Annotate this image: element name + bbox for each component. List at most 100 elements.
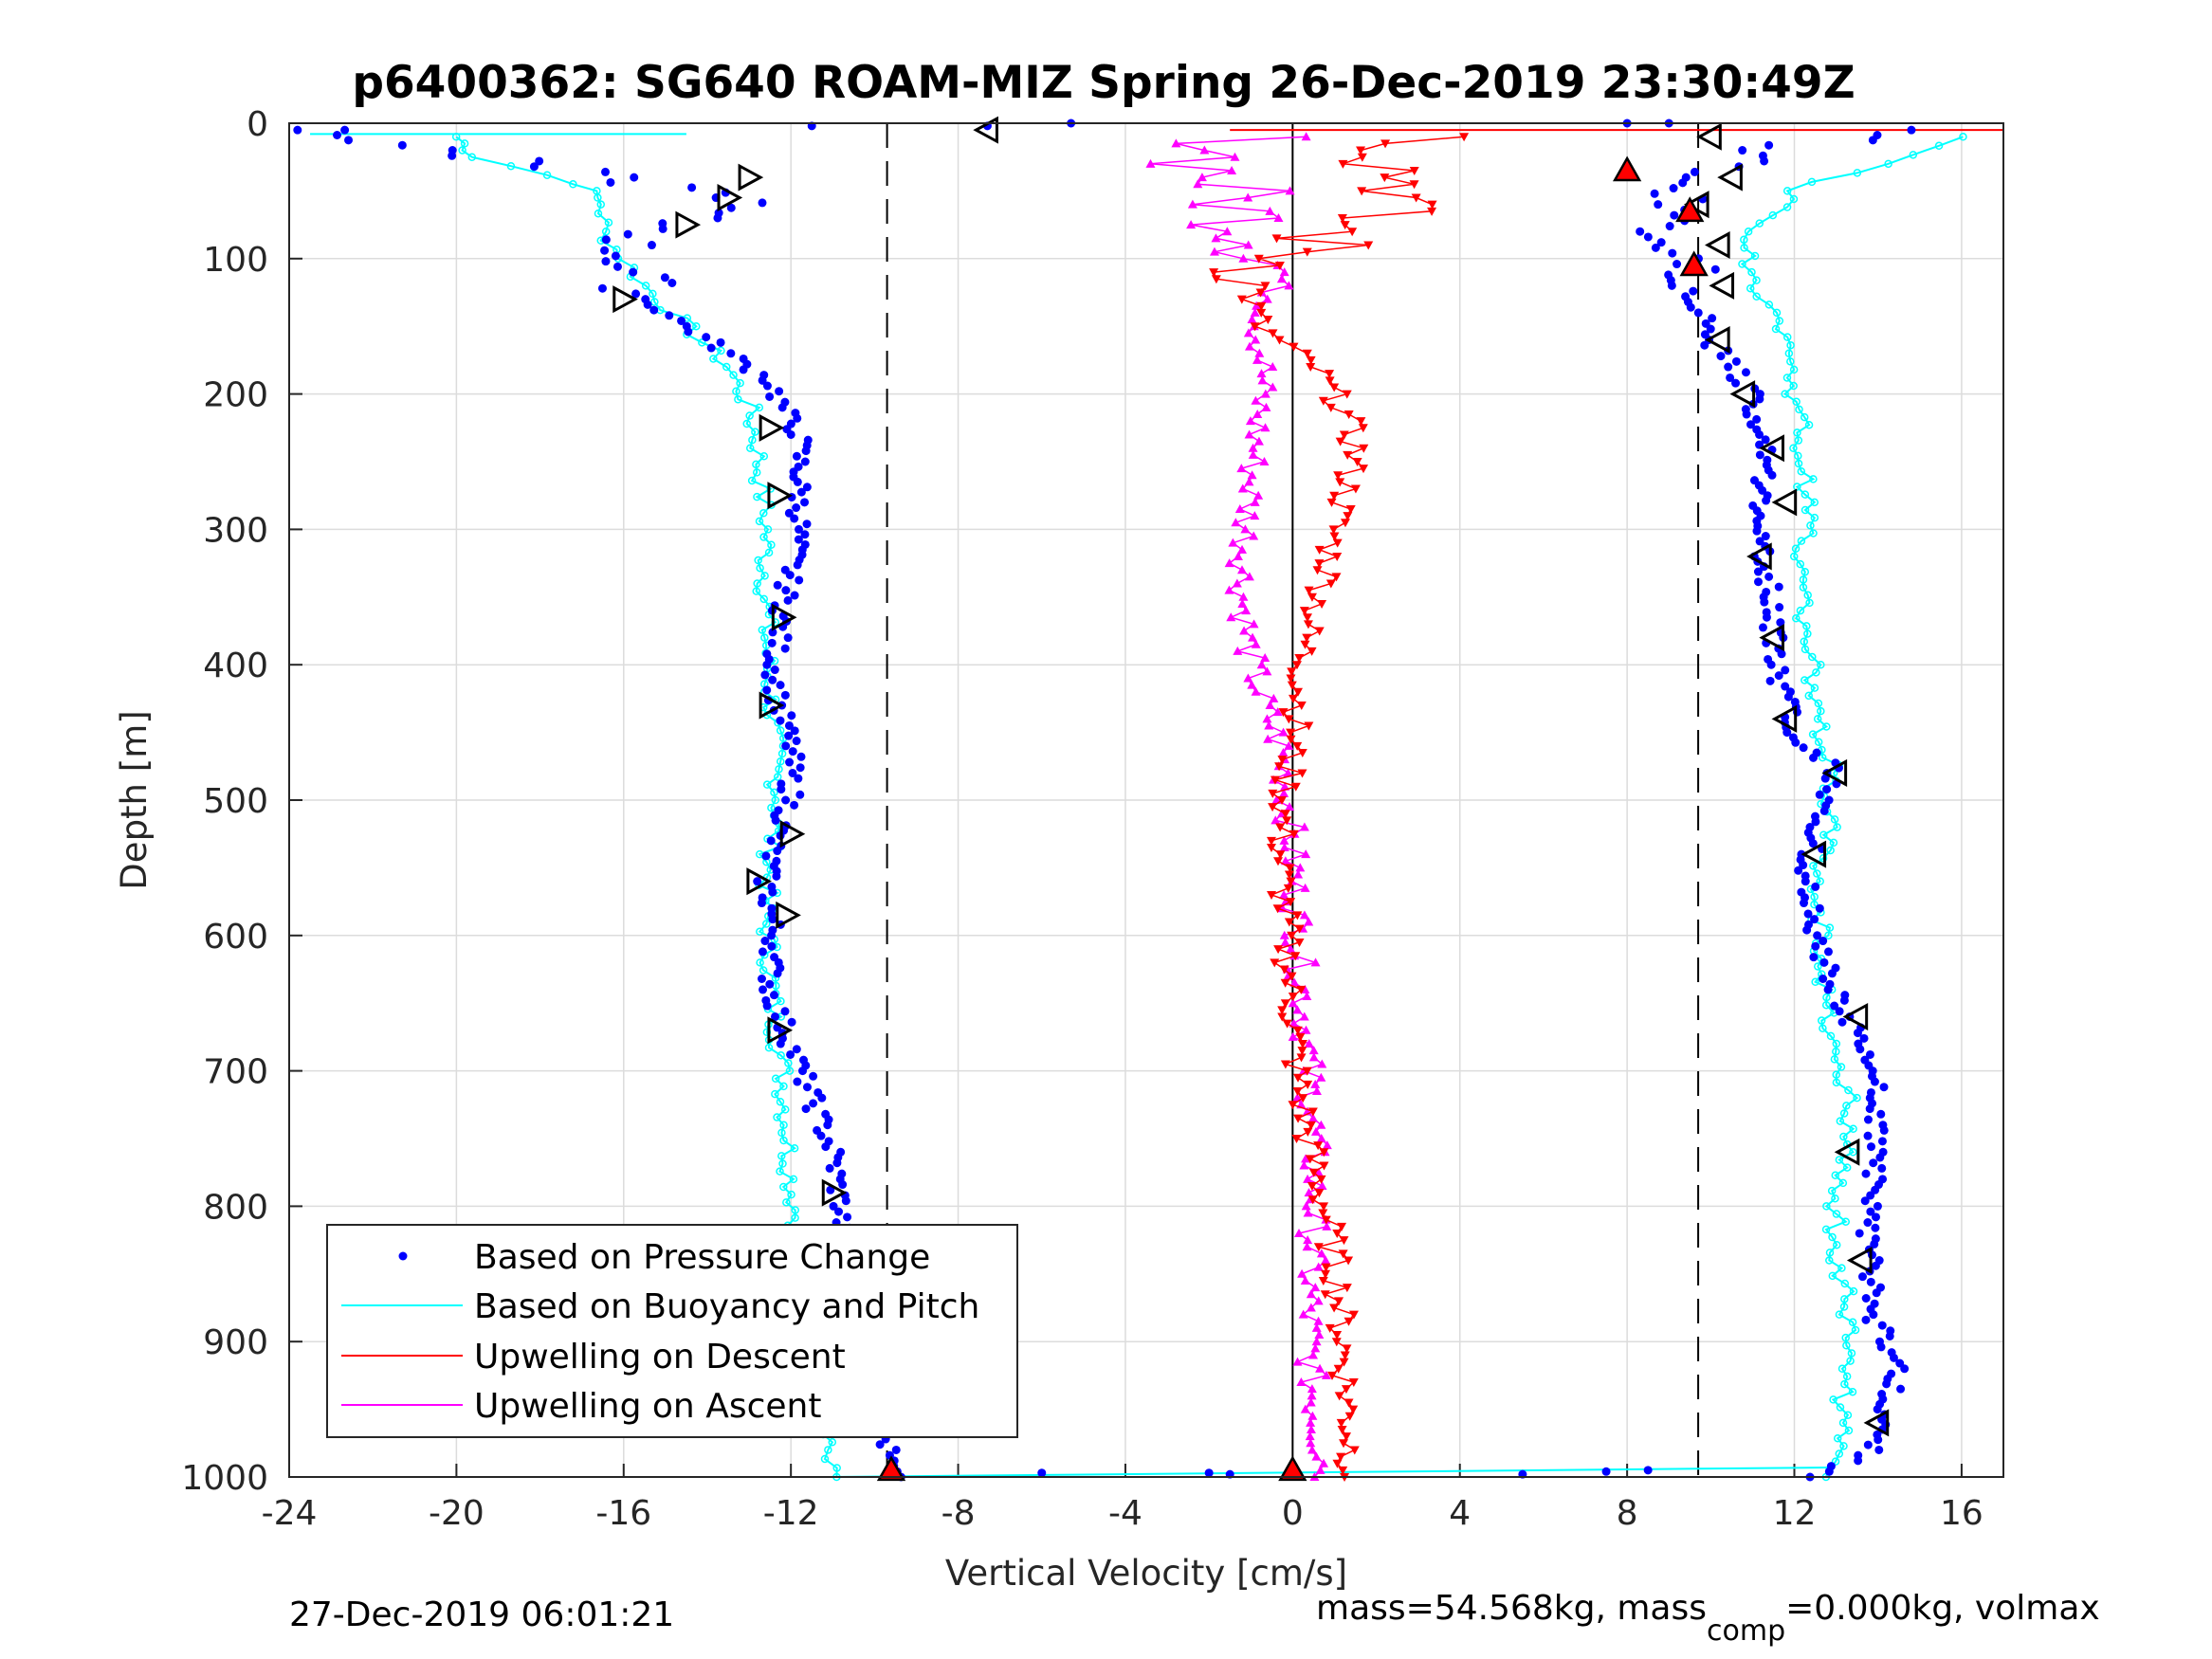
buoyancy-pitch-point xyxy=(594,209,603,218)
buoyancy-pitch-point xyxy=(1801,505,1810,515)
buoyancy-pitch-point xyxy=(1817,706,1825,716)
buoyancy-pitch-point xyxy=(1801,645,1810,654)
pressure-point xyxy=(597,283,607,293)
upwelling-point xyxy=(1292,1026,1303,1035)
upwelling-point xyxy=(1279,835,1289,845)
pressure-point xyxy=(1701,319,1710,328)
upwelling-point xyxy=(1275,850,1286,860)
red-triangle-marker xyxy=(1278,1455,1307,1482)
red-triangle-marker xyxy=(876,1455,906,1482)
buoyancy-pitch-point xyxy=(1840,1295,1849,1304)
upwelling-point xyxy=(1283,884,1293,893)
upwelling-point xyxy=(1243,673,1253,683)
upwelling-point xyxy=(1255,288,1266,298)
pressure-point xyxy=(1670,210,1679,220)
descent-triangle-marker xyxy=(612,285,638,314)
buoyancy-pitch-point xyxy=(1849,1148,1857,1157)
buoyancy-pitch-point xyxy=(1828,1232,1837,1242)
pressure-point xyxy=(612,262,622,271)
buoyancy-pitch-point xyxy=(729,371,738,379)
buoyancy-pitch-point xyxy=(1794,459,1803,468)
buoyancy-pitch-point xyxy=(777,996,785,1006)
pressure-point xyxy=(1664,270,1673,280)
upwelling-point xyxy=(1313,1243,1324,1252)
upwelling-point xyxy=(1296,985,1307,994)
buoyancy-pitch-point xyxy=(1835,1310,1844,1319)
upwelling-point xyxy=(1285,802,1295,811)
upwelling-point xyxy=(1301,1201,1311,1211)
x-tick-label: 8 xyxy=(1617,1494,1638,1533)
upwelling-point xyxy=(1294,924,1305,934)
ascent-triangle-marker xyxy=(1717,163,1743,191)
upwelling-point xyxy=(1284,918,1294,927)
pressure-point xyxy=(1204,1468,1214,1478)
buoyancy-pitch-point xyxy=(1810,513,1819,522)
upwelling-point xyxy=(1250,307,1260,317)
pressure-point xyxy=(1758,623,1767,632)
buoyancy-pitch-point xyxy=(1813,715,1822,723)
upwelling-point xyxy=(1315,1363,1325,1373)
buoyancy-pitch-point xyxy=(773,1113,781,1121)
pressure-point xyxy=(647,241,656,250)
buoyancy-pitch-point xyxy=(751,428,759,436)
upwelling-point xyxy=(1358,424,1368,433)
y-tick-label: 0 xyxy=(247,105,268,144)
upwelling-point xyxy=(1278,708,1289,718)
upwelling-point xyxy=(1209,268,1219,278)
y-tick-label: 300 xyxy=(203,511,268,550)
upwelling-point xyxy=(1314,545,1325,555)
upwelling-point xyxy=(1285,186,1295,195)
upwelling-point xyxy=(1347,228,1358,237)
buoyancy-pitch-point xyxy=(1832,1070,1840,1079)
upwelling-point xyxy=(1271,234,1282,244)
pressure-point xyxy=(762,1001,772,1011)
upwelling-point xyxy=(1302,349,1312,358)
pressure-point xyxy=(1785,687,1795,697)
ascent-triangle-marker xyxy=(1842,1002,1869,1031)
pressure-point xyxy=(1873,1201,1882,1211)
pressure-point xyxy=(777,785,786,794)
pressure-point xyxy=(1656,238,1666,247)
descent-triangle-marker xyxy=(746,867,773,896)
upwelling-point xyxy=(1279,930,1289,939)
x-tick-label: 4 xyxy=(1449,1494,1471,1533)
buoyancy-pitch-point xyxy=(764,548,774,557)
pressure-point xyxy=(1825,979,1835,989)
upwelling-point xyxy=(1359,465,1369,474)
upwelling-point xyxy=(1252,301,1262,310)
upwelling-point xyxy=(1314,627,1325,636)
buoyancy-pitch-point xyxy=(1814,738,1823,747)
pressure-point xyxy=(793,413,802,423)
upwelling-point xyxy=(1306,1417,1316,1427)
upwelling-point xyxy=(1325,376,1335,386)
buoyancy-pitch-point xyxy=(782,1198,791,1207)
pressure-point xyxy=(1870,1299,1879,1308)
upwelling-point xyxy=(1251,395,1261,405)
upwelling-point xyxy=(1311,1322,1322,1332)
pressure-point xyxy=(780,1007,790,1016)
upwelling-point xyxy=(1264,720,1274,730)
buoyancy-pitch-point xyxy=(1844,1085,1853,1095)
upwelling-point xyxy=(1342,1284,1352,1293)
pressure-point xyxy=(794,774,803,783)
upwelling-point xyxy=(1277,1012,1288,1022)
pressure-point xyxy=(1764,140,1774,150)
pressure-point xyxy=(333,130,342,139)
upwelling-point xyxy=(1310,957,1321,967)
upwelling-point xyxy=(1459,133,1470,142)
upwelling-point xyxy=(1321,1370,1331,1379)
pressure-point xyxy=(757,899,766,908)
buoyancy-pitch-point xyxy=(1848,1318,1857,1327)
upwelling-point xyxy=(1329,383,1340,392)
upwelling-point xyxy=(1245,416,1255,426)
buoyancy-pitch-point xyxy=(596,200,606,209)
upwelling-point xyxy=(1302,247,1312,257)
pressure-point xyxy=(1673,260,1682,269)
upwelling-point xyxy=(1289,977,1300,987)
buoyancy-pitch-point xyxy=(1819,853,1828,863)
upwelling-point xyxy=(1302,992,1312,1001)
pressure-point xyxy=(765,392,775,401)
buoyancy-pitch-point xyxy=(1842,1341,1851,1350)
pressure-point xyxy=(1776,618,1785,628)
descent-triangle-marker xyxy=(759,413,785,442)
